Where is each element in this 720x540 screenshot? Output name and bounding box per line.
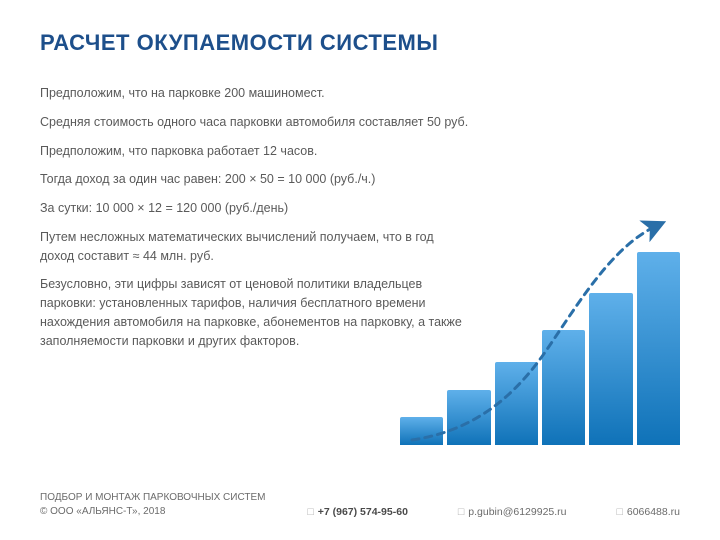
mail-icon: □ bbox=[458, 506, 464, 518]
footer: ПОДБОР И МОНТАЖ ПАРКОВОЧНЫХ СИСТЕМ © ООО… bbox=[40, 491, 680, 518]
page-title: РАСЧЕТ ОКУПАЕМОСТИ СИСТЕМЫ bbox=[40, 30, 680, 56]
chart-curve bbox=[400, 215, 680, 445]
footer-line2: © ООО «АЛЬЯНС-Т», 2018 bbox=[40, 505, 265, 519]
footer-email: □p.gubin@6129925.ru bbox=[458, 506, 567, 518]
para-1: Предположим, что на парковке 200 машином… bbox=[40, 84, 470, 103]
growth-chart bbox=[400, 215, 680, 445]
globe-icon: □ bbox=[617, 506, 623, 518]
para-3: Предположим, что парковка работает 12 ча… bbox=[40, 142, 470, 161]
footer-phone: □+7 (967) 574-95-60 bbox=[307, 506, 408, 518]
phone-icon: □ bbox=[307, 506, 313, 518]
para-2: Средняя стоимость одного часа парковки а… bbox=[40, 113, 470, 132]
para-4: Тогда доход за один час равен: 200 × 50 … bbox=[40, 170, 470, 189]
footer-site: □6066488.ru bbox=[617, 506, 680, 518]
footer-contacts: □+7 (967) 574-95-60 □p.gubin@6129925.ru … bbox=[307, 506, 680, 518]
curve-path bbox=[412, 225, 658, 440]
footer-left: ПОДБОР И МОНТАЖ ПАРКОВОЧНЫХ СИСТЕМ © ООО… bbox=[40, 491, 265, 518]
footer-line1: ПОДБОР И МОНТАЖ ПАРКОВОЧНЫХ СИСТЕМ bbox=[40, 491, 265, 505]
